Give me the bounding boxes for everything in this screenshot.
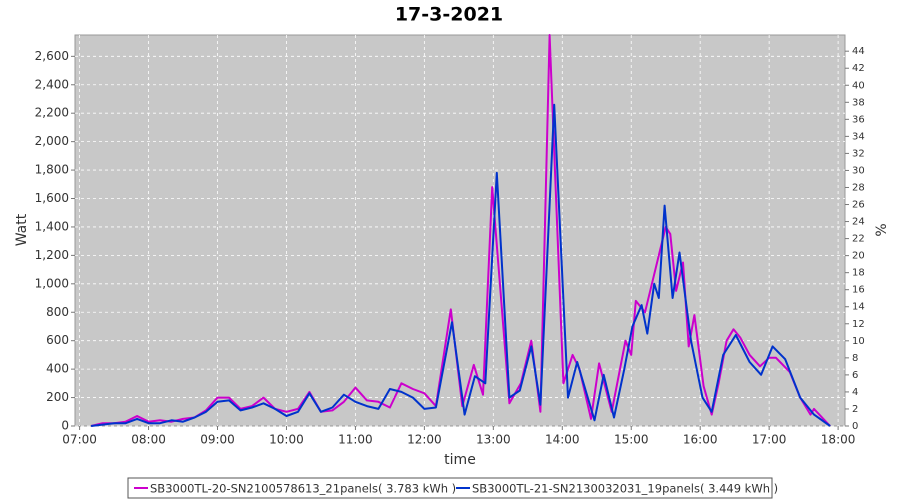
y-tick-label: 1,600: [35, 191, 69, 205]
x-tick-label: 08:00: [131, 433, 166, 447]
y-tick-label: 2,400: [35, 77, 69, 91]
y2-tick-label: 44: [852, 46, 865, 57]
y2-tick-label: 2: [852, 404, 858, 415]
y2-tick-label: 36: [852, 114, 865, 125]
y-tick-label: 2,600: [35, 49, 69, 63]
y2-tick-label: 40: [852, 80, 865, 91]
plot-area: [74, 34, 846, 427]
y-tick-label: 1,000: [35, 276, 69, 290]
chart-title: 17-3-2021: [395, 4, 503, 26]
x-tick-label: 12:00: [407, 433, 442, 447]
y2-tick-label: 20: [852, 251, 865, 262]
y-axis-title: Watt: [14, 213, 30, 246]
y2-tick-label: 6: [852, 370, 858, 381]
y-tick-label: 1,400: [35, 219, 69, 233]
y-tick-label: 2,200: [35, 106, 69, 120]
y2-tick-label: 16: [852, 285, 865, 296]
series-line: [90, 34, 831, 427]
x-tick-label: 18:00: [821, 433, 856, 447]
legend-label: SB3000TL-20-SN2100578613_21panels( 3.783…: [150, 482, 456, 496]
y2-tick-label: 26: [852, 200, 865, 211]
y2-tick-label: 30: [852, 165, 865, 176]
y-tick-label: 0: [61, 419, 69, 433]
y-tick-label: 400: [46, 362, 69, 376]
series-line: [90, 103, 831, 427]
y2-tick-label: 24: [852, 217, 865, 228]
y2-tick-label: 18: [852, 268, 865, 279]
x-tick-label: 15:00: [614, 433, 649, 447]
y2-tick-label: 12: [852, 319, 865, 330]
y2-axis-title: %: [874, 223, 890, 236]
y-tick-label: 600: [46, 333, 69, 347]
x-tick-label: 13:00: [476, 433, 511, 447]
y2-tick-label: 8: [852, 353, 858, 364]
y-tick-label: 1,800: [35, 163, 69, 177]
y2-tick-label: 28: [852, 182, 865, 193]
y2-tick-label: 34: [852, 131, 865, 142]
y2-tick-label: 0: [852, 421, 858, 432]
y2-tick-label: 22: [852, 234, 865, 245]
y-tick-label: 2,000: [35, 134, 69, 148]
y2-tick-label: 14: [852, 302, 865, 313]
x-tick-label: 07:00: [62, 433, 97, 447]
legend-label: SB3000TL-21-SN2130032031_19panels( 3.449…: [472, 482, 778, 496]
y2-tick-label: 32: [852, 148, 865, 159]
x-tick-label: 16:00: [683, 433, 718, 447]
y2-tick-label: 38: [852, 97, 865, 108]
x-tick-label: 09:00: [200, 433, 235, 447]
y2-tick-label: 10: [852, 336, 865, 347]
legend: [127, 477, 773, 499]
x-tick-label: 14:00: [545, 433, 580, 447]
y-tick-label: 200: [46, 390, 69, 404]
x-tick-label: 10:00: [269, 433, 304, 447]
y2-tick-label: 4: [852, 387, 858, 398]
x-tick-label: 17:00: [752, 433, 787, 447]
x-axis-title: time: [444, 452, 476, 468]
y-tick-label: 1,200: [35, 248, 69, 262]
y2-tick-label: 42: [852, 63, 865, 74]
y-tick-label: 800: [46, 305, 69, 319]
x-tick-label: 11:00: [338, 433, 373, 447]
